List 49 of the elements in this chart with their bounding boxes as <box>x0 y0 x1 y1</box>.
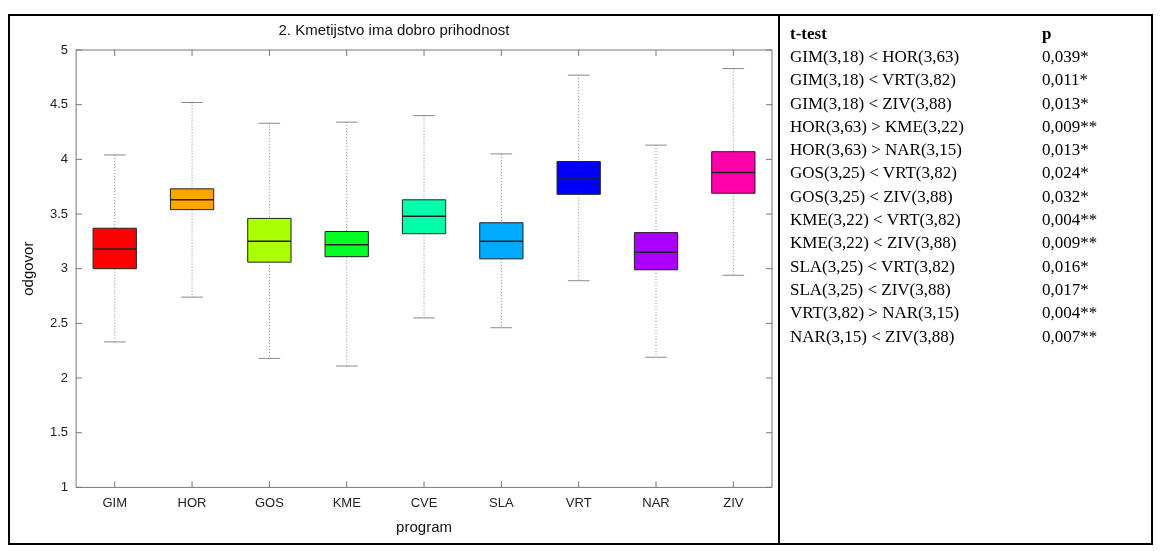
text: 0,013* <box>1042 93 1090 114</box>
x-tick-label: GIM <box>102 494 128 510</box>
y-axis-title: odgovor <box>19 241 37 296</box>
y-tick-label: 4.5 <box>49 96 69 112</box>
x-tick-label: GOS <box>254 494 285 510</box>
text: GOS(3,25) < ZIV(3,88) <box>790 186 954 207</box>
text: p <box>1042 23 1053 44</box>
x-tick-label: KME <box>332 494 362 510</box>
text: GIM(3,18) < HOR(3,63) <box>790 46 961 67</box>
text: KME(3,22) < ZIV(3,88) <box>790 233 958 254</box>
text: VRT(3,82) > NAR(3,15) <box>790 303 961 324</box>
y-tick-label: 5 <box>60 41 69 57</box>
text: 0,004** <box>1042 303 1099 324</box>
text: GOS(3,25) < VRT(3,82) <box>790 163 958 184</box>
text: 0,017* <box>1042 279 1090 300</box>
text: KME(3,22) < VRT(3,82) <box>790 210 962 231</box>
y-tick-label: 2.5 <box>49 314 69 330</box>
text: GIM(3,18) < ZIV(3,88) <box>790 93 953 114</box>
text: 0,004** <box>1042 210 1099 231</box>
text: 0,007** <box>1042 326 1099 347</box>
text: 0,009** <box>1042 233 1099 254</box>
x-tick-label: ZIV <box>723 494 744 510</box>
text: 0,016* <box>1042 256 1090 277</box>
y-tick-label: 4 <box>60 150 69 166</box>
text: NAR(3,15) < ZIV(3,88) <box>790 326 956 347</box>
y-tick-label: 3.5 <box>49 205 69 221</box>
chart-title: 2. Kmetijstvo ima dobro prihodnost <box>278 21 511 39</box>
text: SLA(3,25) < VRT(3,82) <box>790 256 957 277</box>
text: HOR(3,63) > NAR(3,15) <box>790 140 964 161</box>
text: 0,009** <box>1042 116 1099 137</box>
text: 0,032* <box>1042 186 1090 207</box>
x-tick-label: NAR <box>642 494 670 510</box>
text: 0,024* <box>1042 163 1090 184</box>
y-tick-label: 1 <box>60 478 69 494</box>
y-tick-label: 1.5 <box>49 424 69 440</box>
text: t-test <box>790 23 828 44</box>
text: GIM(3,18) < VRT(3,82) <box>790 70 957 91</box>
text: 0,013* <box>1042 140 1090 161</box>
text: 0,039* <box>1042 46 1090 67</box>
x-axis-title: program <box>396 518 452 536</box>
y-tick-label: 3 <box>60 260 69 276</box>
text: 0,011* <box>1042 70 1090 91</box>
x-tick-label: CVE <box>410 494 438 510</box>
x-tick-label: HOR <box>177 494 207 510</box>
text: SLA(3,25) < ZIV(3,88) <box>790 279 952 300</box>
x-tick-label: SLA <box>489 494 514 510</box>
x-tick-label: VRT <box>565 494 592 510</box>
y-tick-label: 2 <box>60 369 69 385</box>
text: HOR(3,63) > KME(3,22) <box>790 116 965 137</box>
